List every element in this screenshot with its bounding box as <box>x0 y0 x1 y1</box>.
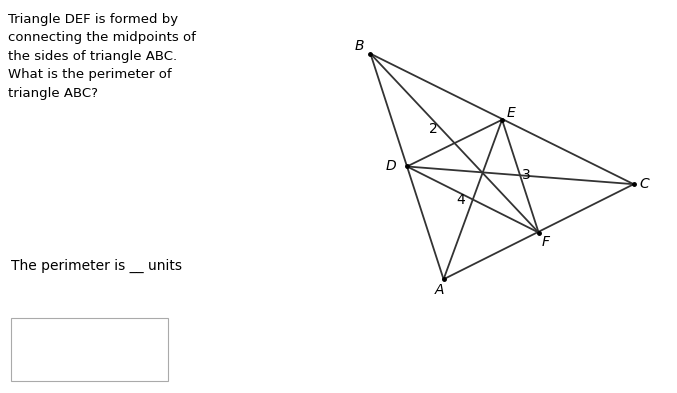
Text: B: B <box>355 39 364 53</box>
Text: A: A <box>435 283 444 297</box>
Text: E: E <box>506 106 515 119</box>
Text: F: F <box>542 235 550 248</box>
Text: 2: 2 <box>429 122 438 136</box>
Text: Triangle DEF is formed by
connecting the midpoints of
the sides of triangle ABC.: Triangle DEF is formed by connecting the… <box>7 13 196 99</box>
Text: C: C <box>640 177 649 191</box>
Text: 4: 4 <box>456 193 465 208</box>
Text: D: D <box>386 160 397 173</box>
Text: The perimeter is __ units: The perimeter is __ units <box>11 259 182 273</box>
Text: 3: 3 <box>522 167 531 182</box>
FancyBboxPatch shape <box>11 318 168 381</box>
